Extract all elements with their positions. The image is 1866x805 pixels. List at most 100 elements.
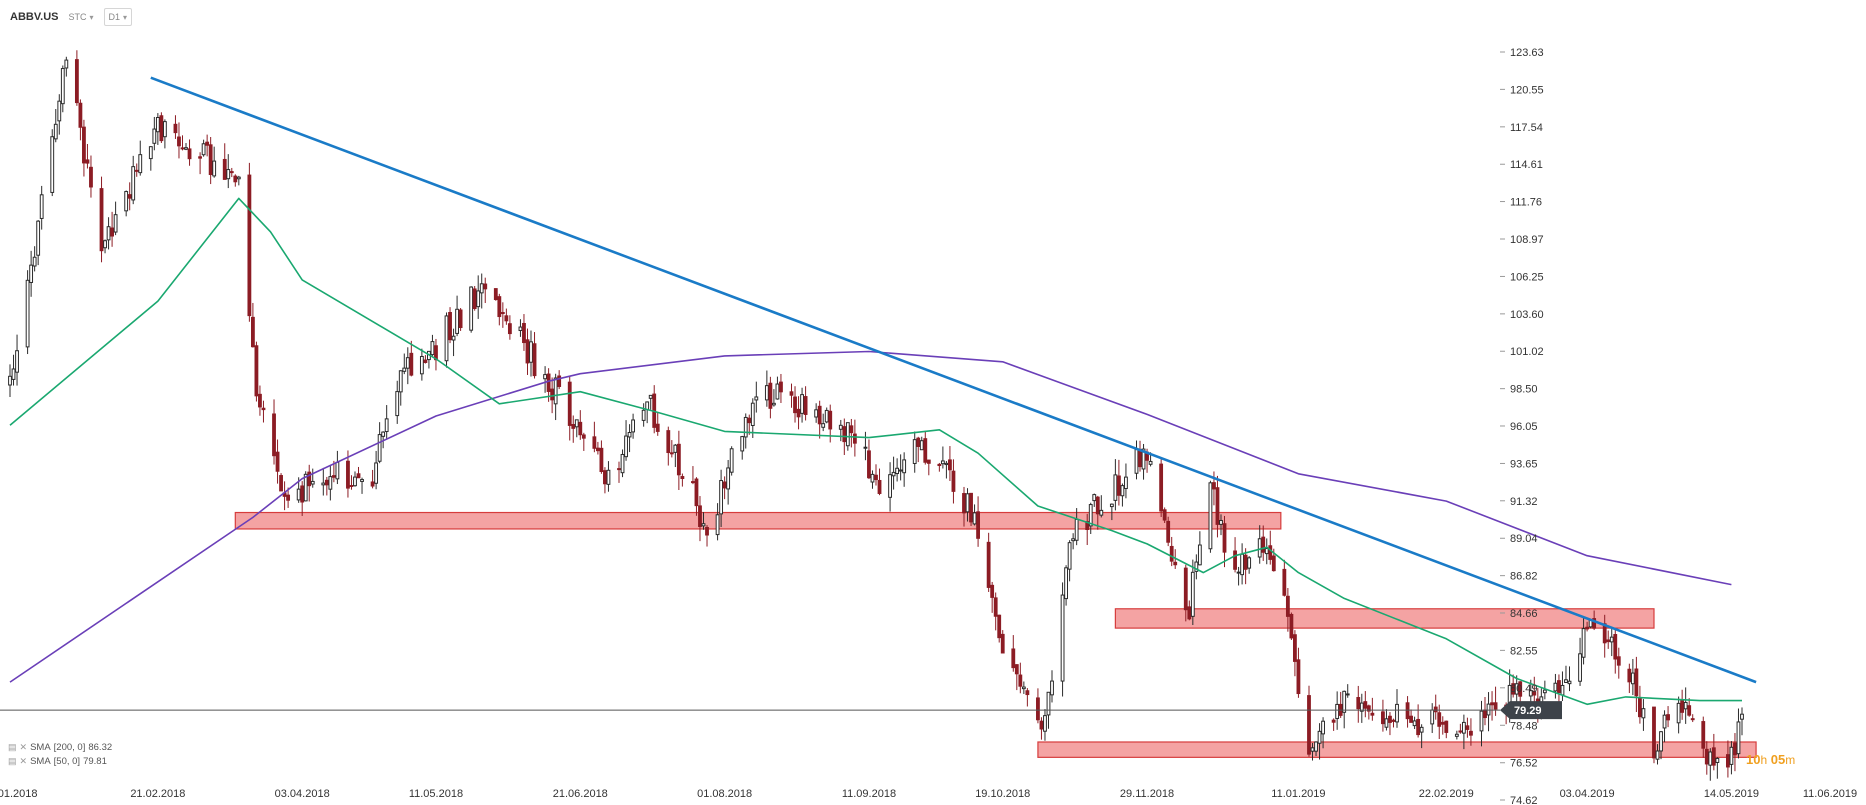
candle [764, 370, 769, 407]
candle [423, 355, 428, 364]
candle [180, 135, 185, 151]
candle-body [951, 470, 956, 492]
price-tick-label: 76.52 [1510, 758, 1538, 770]
candle-body [236, 176, 241, 180]
interval-dropdown[interactable]: D1 ▾ [103, 8, 133, 26]
candle-body [518, 326, 523, 332]
candle [1162, 507, 1167, 524]
candle-body [1043, 715, 1047, 732]
candle [78, 99, 83, 141]
candle-body [254, 345, 259, 397]
candle-body [603, 470, 607, 485]
candle-body [1314, 741, 1318, 752]
candle [747, 414, 752, 435]
candle [1138, 440, 1142, 472]
candle-body [779, 381, 783, 393]
candle [768, 376, 773, 419]
sma50-line [9, 197, 1742, 706]
time-axis[interactable]: 10.01.2018 21.02.2018 03.04.2018 11.05.2018… [0, 788, 1857, 800]
candle [261, 400, 266, 423]
candle-body [106, 226, 111, 241]
candle [1465, 717, 1470, 738]
candle [838, 419, 843, 442]
candle-body [698, 505, 702, 527]
candle [1659, 730, 1663, 760]
legend-item-sma50[interactable]: ▤ ✕ SMA [50, 0] 79.81 [8, 756, 107, 767]
candle [39, 185, 44, 230]
candle [1109, 503, 1114, 521]
candle [138, 140, 143, 176]
candle-body [1116, 475, 1121, 496]
candle-body [233, 175, 238, 183]
candle-body [969, 492, 973, 523]
candle [888, 462, 892, 512]
candle-body [926, 459, 931, 464]
candle [152, 116, 157, 151]
candle-body [1412, 720, 1417, 727]
candle-body [1014, 664, 1019, 675]
legend-item-sma200[interactable]: ▤ ✕ SMA [200, 0] 86.32 [8, 742, 112, 753]
price-tick-label: 123.63 [1510, 47, 1544, 59]
candle [775, 376, 780, 400]
candle [849, 418, 854, 448]
candle [1444, 720, 1449, 739]
candle [1469, 718, 1473, 746]
candle [916, 436, 921, 463]
candle [1564, 665, 1568, 683]
candle [997, 614, 1002, 643]
candle [750, 398, 755, 438]
instrument-type-dropdown[interactable]: STC ▾ [65, 11, 98, 23]
candle [937, 462, 942, 472]
candle [1036, 688, 1040, 724]
candle [1363, 691, 1368, 718]
candle [676, 430, 681, 491]
candle [863, 431, 868, 461]
candle-body [1409, 715, 1413, 723]
candle [1430, 703, 1435, 734]
candle [286, 487, 291, 508]
candle-body [1662, 714, 1667, 729]
symbol-label[interactable]: ABBV.US [10, 11, 59, 23]
candle-body [500, 312, 505, 315]
candle-body [923, 438, 928, 463]
candle-body [1197, 544, 1202, 566]
candle [184, 143, 188, 151]
candle-body [205, 141, 210, 146]
price-tick-label: 96.05 [1510, 421, 1538, 433]
candle [1257, 525, 1262, 564]
candle-body [567, 381, 572, 426]
candle [1064, 565, 1069, 606]
candle-body [821, 423, 826, 428]
candle [310, 468, 315, 488]
time-tick-label: 14.05.2019 [1704, 788, 1759, 800]
candle-body [1690, 718, 1695, 721]
candle [891, 456, 896, 490]
candle [11, 354, 16, 386]
time-tick-label: 01.08.2018 [697, 788, 752, 800]
candle-body [321, 482, 326, 486]
candle-body [479, 283, 484, 294]
price-axis[interactable]: 123.63 120.55 117.54 114.61 111.76 108.97 106.… [1500, 47, 1544, 805]
remove-indicator-icon[interactable]: ✕ [19, 742, 28, 752]
candle [1715, 757, 1720, 779]
candle-body [374, 462, 379, 484]
candle-body [1289, 613, 1294, 639]
candle [148, 146, 153, 171]
indicator-settings-icon[interactable]: ▤ [8, 742, 17, 752]
support-resistance-zone [234, 511, 1282, 530]
candle-body [1388, 715, 1392, 723]
candle [532, 332, 537, 379]
candle [1043, 709, 1047, 741]
candle-body [592, 436, 597, 449]
remove-indicator-icon[interactable]: ✕ [19, 756, 28, 766]
candle-body [226, 169, 231, 180]
indicator-settings-icon[interactable]: ▤ [8, 756, 17, 766]
candle [1366, 704, 1371, 720]
candle-body [1018, 674, 1023, 687]
candle [1240, 543, 1245, 585]
candle [321, 467, 326, 496]
candle [324, 476, 329, 496]
candle [346, 450, 350, 498]
candle-body [627, 432, 632, 438]
